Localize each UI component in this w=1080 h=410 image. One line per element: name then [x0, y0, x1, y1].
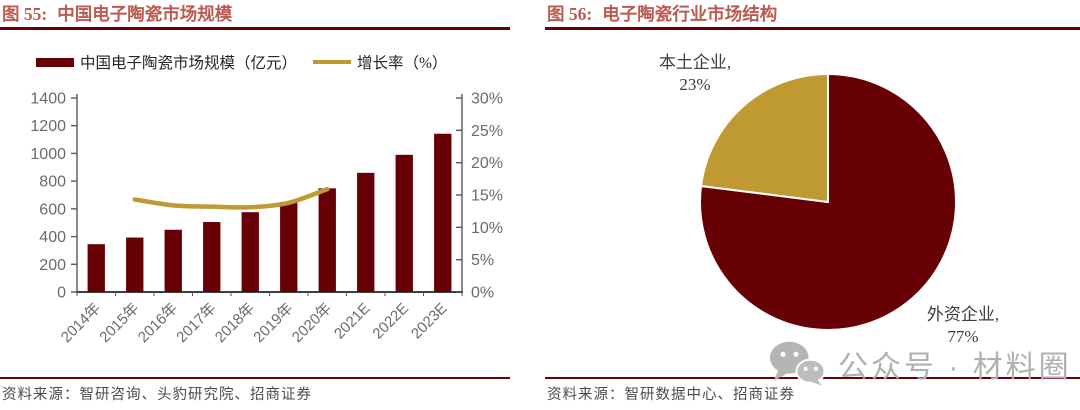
y-right-tick: 10% — [471, 220, 503, 237]
bar-chart-axes: 0 200 400 600 800 1000 1200 1400 0% 5% 10% 15% 20% 25… — [30, 91, 503, 302]
bar-2015年 — [126, 237, 144, 292]
pie-label-foreign-name: 外资企业, — [926, 305, 1000, 324]
pie-label-domestic: 本土企业, 23% — [637, 52, 753, 96]
x-tick-label: 2021E — [331, 300, 374, 343]
pie-label-foreign: 外资企业, 77% — [903, 304, 1023, 348]
y-left-tick: 0 — [57, 285, 66, 302]
pie-slice-本土企业 — [700, 73, 829, 203]
bar-chart-legend: 中国电子陶瓷市场规模（亿元） 增长率（%） — [36, 51, 447, 73]
y-left-tick: 600 — [39, 201, 66, 218]
y-left-tick: 1000 — [30, 146, 66, 163]
bar-2017年 — [203, 222, 221, 292]
x-tick-label: 2019年 — [250, 300, 296, 346]
legend-label-market-size: 中国电子陶瓷市场规模（亿元） — [80, 55, 298, 72]
title-underline — [0, 27, 510, 30]
pie-slice-外资企业 — [699, 73, 957, 331]
y-left-tick: 400 — [39, 229, 66, 246]
figure-56-title-text: 电子陶瓷行业市场结构 — [602, 4, 778, 24]
bar-2018年 — [241, 212, 259, 292]
wechat-icon — [769, 341, 826, 386]
pie-chart — [699, 73, 957, 331]
y-right-tick: 5% — [471, 252, 494, 269]
bar-2022E — [395, 154, 413, 292]
y-left-tick: 800 — [39, 174, 66, 191]
y-right-tick: 30% — [471, 91, 503, 108]
bar-2020年 — [318, 188, 336, 292]
footer-rule — [0, 377, 510, 379]
y-right-tick: 15% — [471, 188, 503, 205]
y-right-tick: 25% — [471, 123, 503, 140]
legend-item-market-size: 中国电子陶瓷市场规模（亿元） — [36, 51, 297, 73]
pie-label-domestic-name: 本土企业, — [658, 53, 732, 72]
figure-55-label: 图 55: — [2, 4, 48, 24]
x-tick-label: 2015年 — [96, 300, 142, 346]
pie-label-domestic-value: 23% — [679, 75, 711, 94]
bar-chart: 0 200 400 600 800 1000 1200 1400 0% 5% 10% 15% 20% 25… — [30, 91, 503, 347]
x-tick-label: 2020年 — [289, 300, 335, 346]
figure-56-label: 图 56: — [547, 4, 593, 24]
bar-2023E — [434, 133, 452, 292]
line-series-swatch — [313, 60, 352, 64]
figure-55-title-text: 中国电子陶瓷市场规模 — [57, 4, 233, 24]
bar-2021E — [357, 172, 375, 292]
source-note: 资料来源：智研数据中心、招商证券 — [547, 387, 795, 403]
bar-series-swatch — [36, 57, 74, 67]
x-tick-label: 2016年 — [135, 300, 181, 346]
y-right-tick: 0% — [471, 285, 494, 302]
x-labels: 2014年2015年2016年2017年2018年2019年2020年2021E… — [58, 300, 451, 346]
watermark-text: 公众号 · 材料圈 — [838, 350, 1072, 384]
bar-2014年 — [87, 244, 105, 292]
bar-2016年 — [164, 229, 182, 292]
y-left-tick: 1400 — [30, 91, 66, 108]
x-tick-label: 2018年 — [212, 300, 258, 346]
bars-group — [87, 133, 452, 292]
x-tick-label: 2017年 — [173, 300, 219, 346]
legend-item-growth-rate: 增长率（%） — [313, 51, 447, 73]
x-tick-label: 2023E — [408, 300, 451, 343]
y-left-tick: 1200 — [30, 118, 66, 135]
x-tick-label: 2014年 — [58, 300, 104, 346]
title-underline — [545, 27, 1080, 30]
pie-label-foreign-value: 77% — [947, 327, 979, 346]
figure-56-title: 图 56: 电子陶瓷行业市场结构 — [547, 1, 777, 26]
figure-56-panel: 图 56: 电子陶瓷行业市场结构 本土企业, 23% 外资企业, 77% 资料来源… — [545, 0, 1080, 410]
growth-rate-line — [132, 186, 330, 210]
x-tick-label: 2022E — [369, 300, 412, 343]
legend-label-growth-rate: 增长率（%） — [357, 55, 448, 72]
bar-2019年 — [280, 201, 298, 292]
y-left-tick: 200 — [39, 257, 66, 274]
figure-55-title: 图 55: 中国电子陶瓷市场规模 — [2, 1, 232, 26]
source-note: 资料来源：智研咨询、头豹研究院、招商证券 — [2, 387, 312, 403]
y-right-tick: 20% — [471, 155, 503, 172]
watermark: 公众号 · 材料圈 — [768, 341, 1072, 386]
